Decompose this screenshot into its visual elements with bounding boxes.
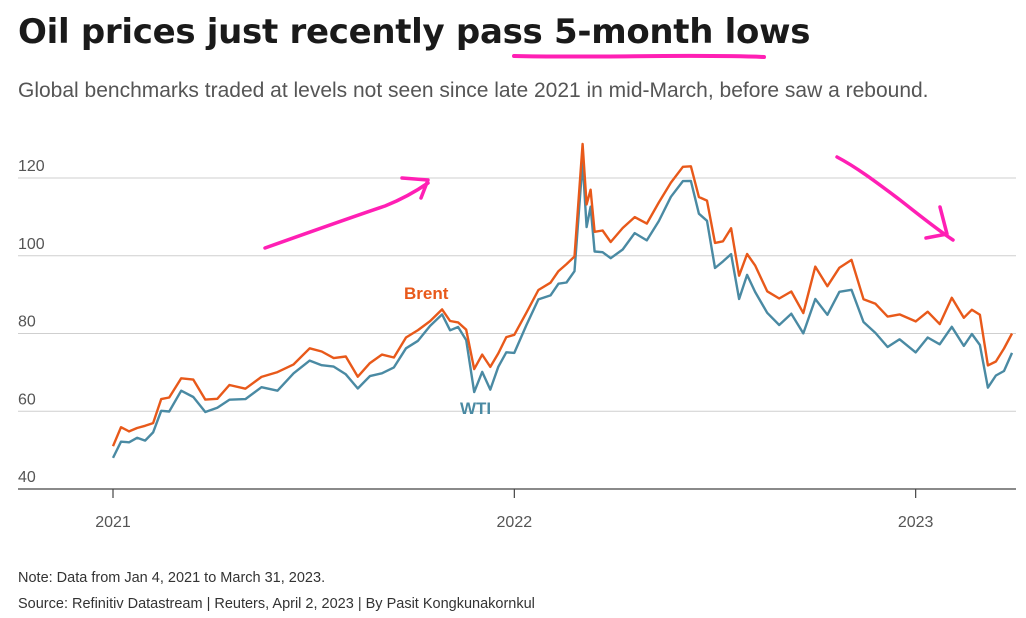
- y-tick-label-120: 120: [18, 158, 45, 175]
- y-tick-label-80: 80: [18, 314, 36, 331]
- x-tick-label-2021: 2021: [95, 514, 131, 531]
- chart-subtitle: Global benchmarks traded at levels not s…: [18, 79, 929, 102]
- title-underline: [512, 53, 766, 59]
- y-tick-label-40: 40: [18, 469, 36, 486]
- falling-arrow-head: [924, 205, 949, 240]
- series-line-wti: [111, 160, 1014, 459]
- title-prefix: Oil prices just recently pass: [18, 12, 555, 52]
- series-label-brent: Brent: [404, 284, 449, 303]
- x-tick-label-2023: 2023: [898, 514, 934, 531]
- chart-title: Oil prices just recently pass 5-month lo…: [18, 12, 810, 52]
- source-note: Source: Refinitiv Datastream | Reuters, …: [18, 596, 535, 612]
- rising-arrow-shaft: [263, 181, 430, 250]
- oil-price-chart: 40 60 80 100 120 2021 2022 2023 Brent WTI: [18, 53, 1016, 531]
- title-highlight: 5-month lows: [554, 12, 811, 52]
- series-line-brent: [111, 142, 1014, 447]
- y-tick-label-100: 100: [18, 236, 45, 253]
- series-label-wti: WTI: [460, 399, 491, 418]
- y-tick-label-60: 60: [18, 391, 36, 408]
- falling-arrow-shaft: [835, 155, 955, 242]
- rising-arrow-head: [400, 176, 430, 200]
- x-tick-label-2022: 2022: [497, 514, 533, 531]
- data-note: Note: Data from Jan 4, 2021 to March 31,…: [18, 570, 326, 586]
